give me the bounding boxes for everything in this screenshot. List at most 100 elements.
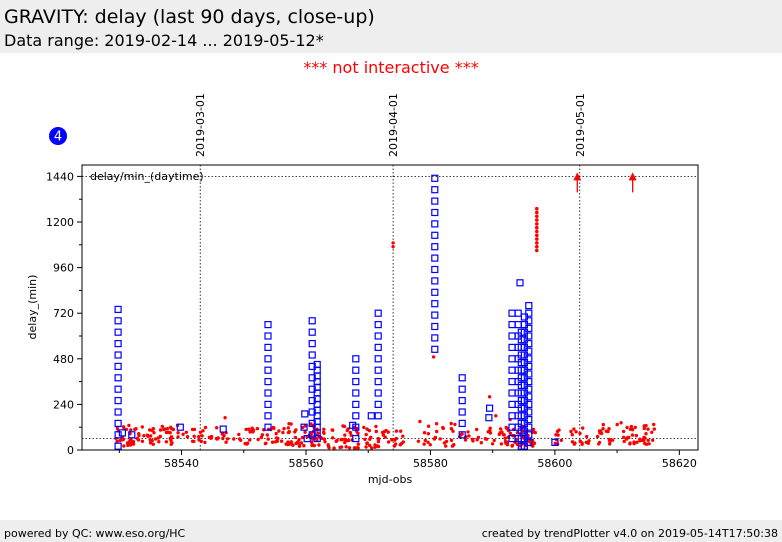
red-point: [297, 444, 302, 448]
x-tick-label: 58560: [289, 457, 324, 470]
red-point: [349, 433, 353, 437]
blue-point: [264, 412, 272, 420]
red-point: [376, 439, 381, 444]
date-marker-label: 2019-03-01: [194, 93, 207, 157]
red-point: [556, 433, 560, 437]
out-of-range-arrow-head: [628, 172, 637, 181]
red-point: [426, 432, 431, 436]
red-point: [401, 434, 405, 438]
red-point: [449, 438, 454, 442]
red-point: [535, 241, 539, 245]
red-point: [580, 442, 584, 446]
red-point: [279, 439, 284, 443]
blue-point: [458, 374, 466, 382]
blue-point: [431, 334, 439, 342]
red-point: [585, 434, 589, 439]
red-point: [136, 438, 141, 442]
red-point: [176, 435, 180, 439]
red-point: [203, 440, 207, 445]
blue-point: [431, 243, 439, 251]
blue-point: [352, 435, 360, 443]
red-point: [160, 424, 164, 429]
blue-point: [264, 378, 272, 386]
red-point: [499, 427, 503, 431]
blue-point: [114, 328, 122, 336]
red-point: [344, 445, 348, 449]
plot-number-badge: 4: [49, 127, 67, 145]
blue-point: [520, 397, 529, 405]
red-point: [199, 439, 203, 443]
red-point: [490, 442, 495, 446]
y-tick-label: 720: [53, 307, 74, 320]
red-point: [581, 426, 585, 430]
blue-point: [525, 362, 533, 370]
red-point: [352, 446, 357, 450]
red-point: [624, 437, 629, 441]
blue-point: [300, 423, 308, 431]
red-point: [426, 440, 430, 444]
blue-point: [431, 288, 439, 296]
red-point: [570, 440, 575, 444]
red-point: [508, 431, 513, 435]
red-point: [572, 427, 576, 431]
red-point: [200, 434, 204, 438]
blue-point: [520, 374, 529, 382]
red-point: [303, 430, 307, 434]
red-point: [154, 437, 158, 441]
y-tick-label: 960: [53, 262, 74, 275]
blue-point: [431, 231, 439, 239]
red-point: [331, 428, 335, 432]
red-point: [244, 427, 248, 432]
red-point: [607, 427, 611, 431]
red-point: [386, 440, 391, 444]
red-point: [642, 438, 646, 442]
blue-point: [520, 389, 529, 397]
blue-point: [308, 431, 316, 439]
red-point: [650, 430, 654, 434]
red-point: [289, 422, 293, 426]
x-tick-label: 58600: [537, 457, 572, 470]
red-point: [215, 437, 219, 441]
blue-point: [431, 300, 439, 308]
blue-point: [352, 400, 360, 408]
blue-point: [520, 366, 529, 374]
red-point: [152, 431, 156, 435]
red-point: [642, 424, 646, 428]
red-point: [247, 427, 251, 431]
red-point: [338, 445, 342, 450]
red-point: [391, 241, 395, 245]
red-point: [316, 431, 320, 435]
red-point: [170, 441, 174, 445]
blue-point: [431, 254, 439, 262]
red-point: [190, 427, 195, 432]
red-point: [466, 430, 470, 434]
red-point: [622, 435, 626, 439]
footer-created-by: created by trendPlotter v4.0 on 2019-05-…: [481, 527, 778, 540]
not-interactive-notice: *** not interactive ***: [303, 58, 479, 77]
red-point: [442, 441, 447, 445]
blue-point: [114, 408, 122, 416]
x-tick-label: 58580: [413, 457, 448, 470]
red-point: [248, 430, 252, 434]
red-point: [322, 431, 326, 435]
red-point: [535, 206, 539, 211]
red-point: [441, 426, 445, 431]
red-point: [505, 426, 509, 431]
red-point: [265, 433, 269, 437]
blue-point: [264, 332, 272, 340]
red-point: [128, 441, 133, 445]
blue-point: [374, 389, 382, 397]
red-point: [569, 429, 573, 434]
red-point: [628, 442, 632, 446]
y-tick-label: 1200: [46, 216, 74, 229]
red-point: [533, 430, 537, 435]
red-point: [601, 422, 605, 427]
blue-point: [520, 427, 529, 435]
red-point: [369, 435, 373, 440]
red-point: [607, 437, 611, 442]
blue-point: [520, 343, 529, 351]
red-point: [488, 428, 492, 433]
red-point: [303, 424, 308, 428]
red-point: [170, 436, 174, 440]
red-point: [281, 430, 285, 435]
